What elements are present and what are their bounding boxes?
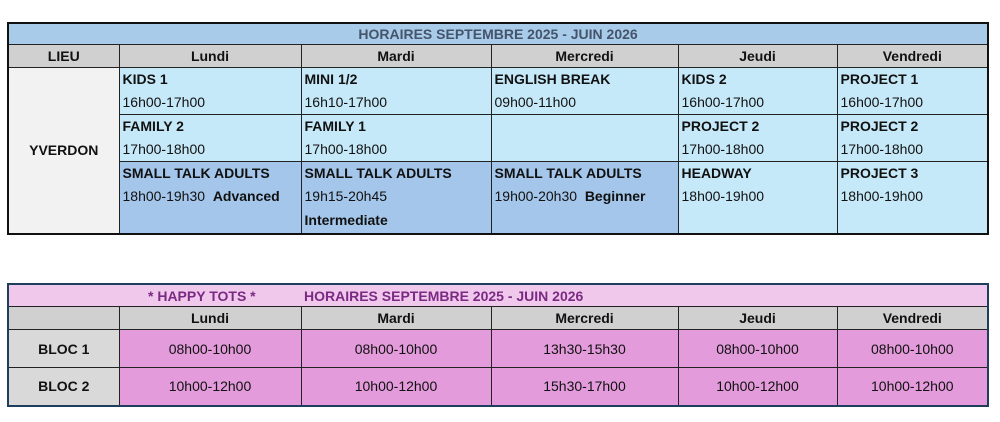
time-cell: 08h00-10h00 xyxy=(300,329,492,368)
header-mardi: Mardi xyxy=(300,44,492,68)
class-cell: PROJECT 1 16h00-17h00 xyxy=(836,67,989,115)
class-cell: SMALL TALK ADULTS 18h00-19h30 Advanced xyxy=(118,161,302,234)
class-time: 18h00-19h30 xyxy=(122,188,206,204)
class-level: Intermediate xyxy=(304,212,388,228)
header-empty xyxy=(7,306,120,330)
class-name: MINI 1/2 xyxy=(304,71,358,87)
class-cell: SMALL TALK ADULTS 19h00-20h30 Beginner xyxy=(490,161,679,234)
class-cell: KIDS 1 16h00-17h00 xyxy=(118,67,302,115)
happy-tots-title-bar: * HAPPY TOTS * HORAIRES SEPTEMBRE 2025 -… xyxy=(7,283,989,307)
class-time: 17h00-18h00 xyxy=(122,141,206,157)
class-time: 16h00-17h00 xyxy=(681,94,765,110)
time-cell: 10h00-12h00 xyxy=(118,367,302,406)
class-time: 19h15-20h45 xyxy=(304,188,388,204)
class-time: 17h00-18h00 xyxy=(840,141,924,157)
class-name: FAMILY 1 xyxy=(304,118,366,134)
class-time: 16h00-17h00 xyxy=(122,94,206,110)
happy-tots-title: HORAIRES SEPTEMBRE 2025 - JUIN 2026 xyxy=(304,288,584,304)
header-jeudi: Jeudi xyxy=(677,44,838,68)
class-cell: FAMILY 1 17h00-18h00 xyxy=(300,114,492,162)
class-name: ENGLISH BREAK xyxy=(494,71,611,87)
class-name: PROJECT 2 xyxy=(840,118,919,134)
header-mercredi: Mercredi xyxy=(490,44,679,68)
class-level: Advanced xyxy=(212,188,280,204)
class-cell: FAMILY 2 17h00-18h00 xyxy=(118,114,302,162)
time-cell: 15h30-17h00 xyxy=(490,367,679,406)
time-cell: 08h00-10h00 xyxy=(836,329,989,368)
header-row: LIEU Lundi Mardi Mercredi Jeudi Vendredi xyxy=(7,44,989,68)
header-lieu: LIEU xyxy=(7,44,120,68)
class-time: 16h00-17h00 xyxy=(840,94,924,110)
time-cell: 10h00-12h00 xyxy=(836,367,989,406)
table-row: FAMILY 2 17h00-18h00 FAMILY 1 17h00-18h00 … xyxy=(8,114,989,162)
class-name: PROJECT 1 xyxy=(840,71,919,87)
class-time: 17h00-18h00 xyxy=(304,141,388,157)
class-time: 18h00-19h00 xyxy=(681,188,765,204)
schedule-table: HORAIRES SEPTEMBRE 2025 - JUIN 2026 LIEU… xyxy=(7,22,990,235)
header-lundi: Lundi xyxy=(118,44,302,68)
class-name: PROJECT 2 xyxy=(681,118,760,134)
class-time: 19h00-20h30 xyxy=(494,188,578,204)
bloc-label: BLOC 2 xyxy=(7,367,120,406)
header-vendredi: Vendredi xyxy=(836,44,989,68)
class-time: 17h00-18h00 xyxy=(681,141,765,157)
class-name: HEADWAY xyxy=(681,165,752,181)
class-time: 16h10-17h00 xyxy=(304,94,388,110)
time-cell: 10h00-12h00 xyxy=(677,367,838,406)
header-lundi: Lundi xyxy=(118,306,302,330)
table-row: SMALL TALK ADULTS 18h00-19h30 Advanced SM… xyxy=(8,161,989,234)
header-mercredi: Mercredi xyxy=(490,306,679,330)
bloc-label: BLOC 1 xyxy=(7,329,120,368)
class-name: SMALL TALK ADULTS xyxy=(122,165,270,181)
table-row: BLOC 1 08h00-10h00 08h00-10h00 13h30-15h… xyxy=(7,329,989,368)
class-cell: SMALL TALK ADULTS 19h15-20h45 Intermediate xyxy=(300,161,492,234)
header-jeudi: Jeudi xyxy=(677,306,838,330)
happy-tots-table: * HAPPY TOTS * HORAIRES SEPTEMBRE 2025 -… xyxy=(7,283,990,407)
class-time: 18h00-19h00 xyxy=(840,188,924,204)
class-time: 09h00-11h00 xyxy=(494,94,576,110)
class-cell: PROJECT 2 17h00-18h00 xyxy=(677,114,838,162)
class-name: FAMILY 2 xyxy=(122,118,184,134)
location-cell: YVERDON xyxy=(7,67,120,234)
class-cell: PROJECT 3 18h00-19h00 xyxy=(836,161,989,234)
class-cell: HEADWAY 18h00-19h00 xyxy=(677,161,838,234)
time-cell: 08h00-10h00 xyxy=(677,329,838,368)
class-name: SMALL TALK ADULTS xyxy=(494,165,642,181)
header-row: Lundi Mardi Mercredi Jeudi Vendredi xyxy=(7,306,989,330)
time-cell: 08h00-10h00 xyxy=(118,329,302,368)
class-name: PROJECT 3 xyxy=(840,165,919,181)
class-cell: KIDS 2 16h00-17h00 xyxy=(677,67,838,115)
class-name: KIDS 2 xyxy=(681,71,727,87)
class-cell-empty xyxy=(490,114,679,162)
time-cell: 13h30-15h30 xyxy=(490,329,679,368)
schedule-title: HORAIRES SEPTEMBRE 2025 - JUIN 2026 xyxy=(7,22,989,45)
class-name: KIDS 1 xyxy=(122,71,168,87)
class-level: Beginner xyxy=(584,188,646,204)
class-cell: PROJECT 2 17h00-18h00 xyxy=(836,114,989,162)
table-row: YVERDON KIDS 1 16h00-17h00 MINI 1/2 16h10-… xyxy=(7,67,989,234)
table-row: BLOC 2 10h00-12h00 10h00-12h00 15h30-17h… xyxy=(7,367,989,406)
class-cell: MINI 1/2 16h10-17h00 xyxy=(300,67,492,115)
class-cell: ENGLISH BREAK 09h00-11h00 xyxy=(490,67,679,115)
happy-tots-label: * HAPPY TOTS * xyxy=(148,288,256,304)
time-cell: 10h00-12h00 xyxy=(300,367,492,406)
header-vendredi: Vendredi xyxy=(836,306,989,330)
header-mardi: Mardi xyxy=(300,306,492,330)
class-name: SMALL TALK ADULTS xyxy=(304,165,452,181)
